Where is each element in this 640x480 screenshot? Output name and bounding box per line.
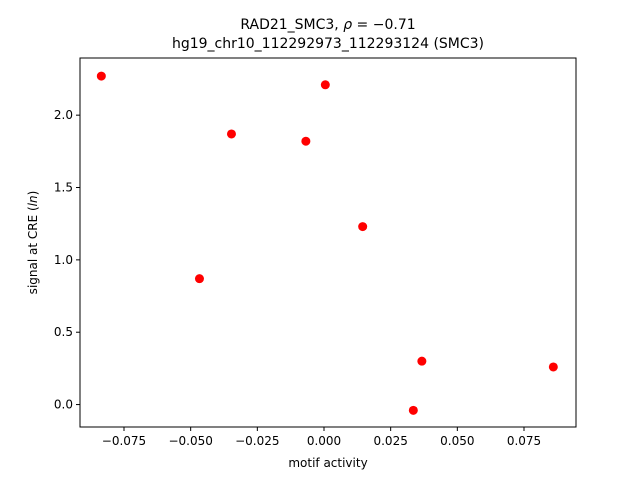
y-tick-label: 2.0 xyxy=(54,108,73,122)
x-tick-label: 0.000 xyxy=(307,434,341,448)
chart-title-line-2: hg19_chr10_112292973_112293124 (SMC3) xyxy=(172,36,484,52)
data-point xyxy=(96,71,106,81)
data-point xyxy=(358,222,368,232)
data-point xyxy=(194,274,204,284)
x-axis-label: motif activity xyxy=(288,456,367,470)
x-tick-label: 0.025 xyxy=(373,434,407,448)
data-point xyxy=(320,80,330,90)
x-tick-label: −0.025 xyxy=(235,434,279,448)
y-axis-ticks: 0.0 0.5 1.0 1.5 2.0 xyxy=(54,108,80,412)
chart-title-line-1: RAD21_SMC3, ρ = −0.71 xyxy=(240,17,415,33)
data-point xyxy=(548,362,558,372)
y-tick-label: 1.0 xyxy=(54,253,73,267)
data-point xyxy=(226,129,236,139)
x-axis-ticks: −0.075 −0.050 −0.025 0.000 0.025 0.050 0.075 xyxy=(102,427,541,448)
plot-frame xyxy=(79,57,577,428)
y-tick-label: 1.5 xyxy=(54,181,73,195)
x-tick-label: 0.050 xyxy=(440,434,474,448)
x-tick-label: −0.050 xyxy=(168,434,212,448)
x-tick-label: 0.075 xyxy=(507,434,541,448)
x-tick-label: −0.075 xyxy=(102,434,146,448)
y-tick-label: 0.5 xyxy=(54,325,73,339)
data-point xyxy=(417,356,427,366)
y-tick-label: 0.0 xyxy=(54,398,73,412)
y-axis-label: signal at CRE (ln) xyxy=(26,191,40,295)
data-point xyxy=(301,136,311,146)
data-points xyxy=(96,71,558,415)
data-point xyxy=(408,405,418,415)
